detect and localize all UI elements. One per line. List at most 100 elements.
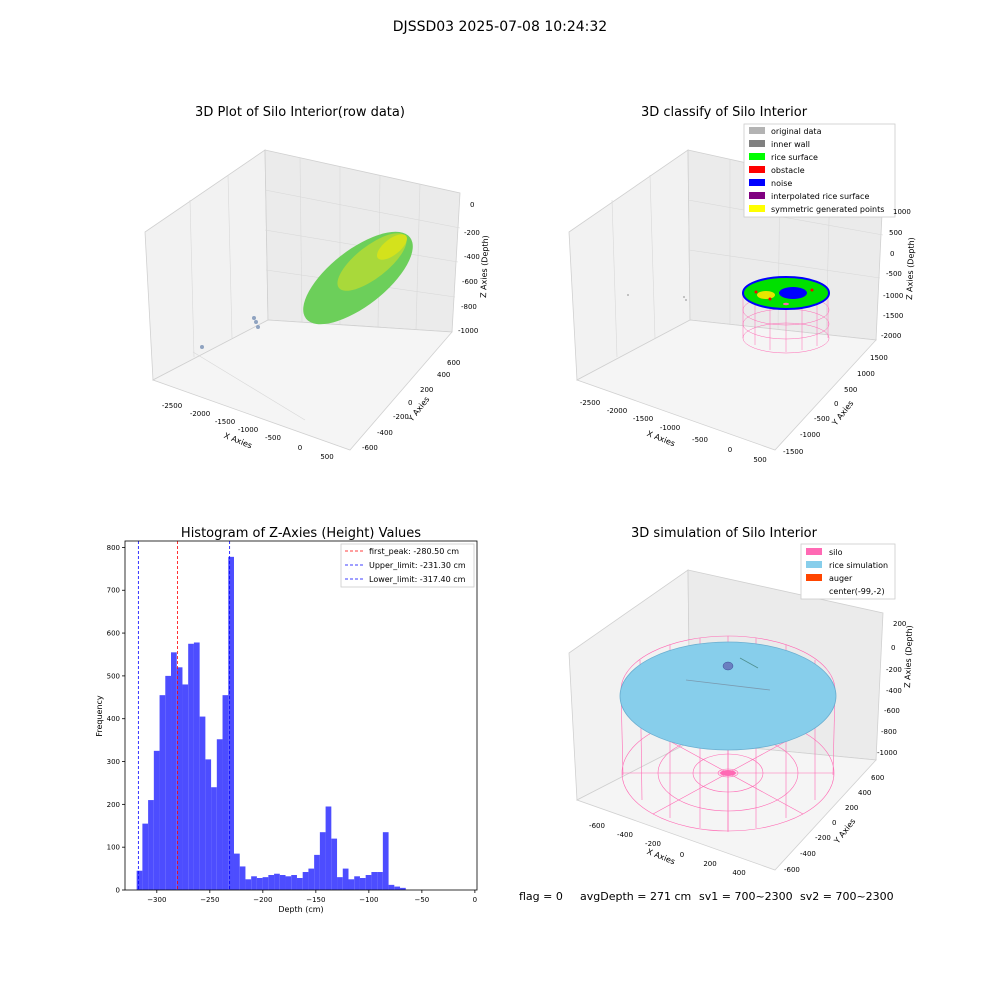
- histogram-y-tick-label: 500: [107, 672, 120, 680]
- status-line: flag = 0 avgDepth = 271 cm sv1 = 700~230…: [519, 890, 894, 903]
- sim-x-tick: 400: [732, 869, 745, 877]
- legend-first-peak: first_peak: -280.50 cm: [369, 547, 459, 556]
- classify-z-tick: -1000: [883, 292, 903, 300]
- classify-z-tick: 0: [890, 250, 894, 258]
- simulation-rice-surface: [619, 641, 837, 776]
- histogram-title: Histogram of Z-Axies (Height) Values: [181, 526, 421, 541]
- histogram-bar: [314, 854, 320, 890]
- classify-surface-points: [627, 276, 830, 310]
- histogram-bar: [388, 884, 395, 890]
- histogram-bar: [325, 806, 332, 890]
- histogram-bar: [233, 853, 240, 890]
- histogram-x-label: Depth (cm): [278, 905, 323, 914]
- histogram-bar: [342, 868, 349, 890]
- classify-x-tick: -2000: [607, 407, 627, 415]
- legend-lower-limit: Lower_limit: -317.40 cm: [369, 575, 466, 584]
- legend-original-data: original data: [771, 127, 822, 136]
- legend-noise: noise: [771, 179, 792, 188]
- legend-inner-wall: inner wall: [771, 140, 810, 149]
- classify-z-tick: 500: [889, 229, 902, 237]
- sim-z-tick: 0: [891, 644, 895, 652]
- classify-y-tick: 1000: [857, 370, 875, 378]
- classify-x-tick: -2500: [580, 399, 600, 407]
- histogram-bar: [136, 870, 143, 890]
- panel-histogram: Histogram of Z-Axies (Height) Values −30…: [95, 526, 478, 914]
- classify-x-tick: 0: [728, 446, 732, 454]
- raw-y-tick: -400: [377, 429, 393, 437]
- histogram-y-tick-label: 800: [107, 544, 120, 552]
- histogram-bar: [239, 866, 246, 890]
- histogram-bar: [382, 832, 389, 890]
- sim-z-label: Z Axies (Depth): [903, 625, 914, 688]
- histogram-legend: first_peak: -280.50 cm Upper_limit: -231…: [340, 543, 475, 588]
- classify-y-tick: -1000: [800, 431, 820, 439]
- sim-x-label: X Axies: [646, 847, 677, 866]
- simulation-legend: silo rice simulation auger center(-99,-2…: [800, 543, 896, 600]
- sim-y-tick: -200: [815, 834, 831, 842]
- sim-z-tick: -400: [886, 687, 902, 695]
- histogram-bar: [354, 876, 360, 890]
- legend-obstacle: obstacle: [771, 166, 805, 175]
- classify-y-tick: -1500: [783, 448, 803, 456]
- histogram-bar: [211, 787, 217, 890]
- histogram-bar: [279, 875, 286, 890]
- histogram-y-tick-label: 300: [107, 758, 120, 766]
- histogram-bar: [176, 667, 183, 890]
- histogram-bar: [251, 876, 257, 890]
- legend-rice-surface: rice surface: [771, 153, 818, 162]
- histogram-bar: [245, 879, 252, 890]
- histogram-y-tick-label: 100: [107, 844, 120, 852]
- raw-z-axis: 0 -200 -400 -600 -800 -1000 Z Axies (Dep…: [458, 201, 490, 335]
- raw-y-tick: 600: [447, 359, 460, 367]
- sim-y-tick: -400: [800, 850, 816, 858]
- panel-simulation: 3D simulation of Silo Interior: [568, 526, 914, 877]
- histogram-bar: [359, 878, 366, 890]
- histogram-bar: [274, 873, 280, 890]
- sim-y-tick: 0: [832, 819, 836, 827]
- sim-z-tick: -600: [884, 707, 900, 715]
- raw-y-tick: -600: [362, 444, 378, 452]
- sim-z-tick: -200: [886, 666, 902, 674]
- raw-z-label: Z Axies (Depth): [479, 235, 490, 298]
- raw-x-tick: -2000: [190, 410, 210, 418]
- histogram-x-tick-label: −200: [253, 896, 272, 904]
- histogram-axes-frame: [124, 540, 478, 891]
- raw-y-tick: -200: [393, 413, 409, 421]
- classify-y-tick: 1500: [870, 354, 888, 362]
- histogram-bar: [193, 642, 200, 890]
- histogram-bar: [188, 643, 194, 890]
- sim-x-tick: -400: [617, 831, 633, 839]
- histogram-y-label: Frequency: [95, 695, 104, 737]
- sim-z-tick: -1000: [877, 749, 897, 757]
- status-avg-depth: avgDepth = 271 cm: [580, 890, 691, 903]
- histogram-bar: [285, 876, 292, 890]
- sim-x-tick: 0: [680, 851, 684, 859]
- histogram-y-axis: 0 100 200 300 400 500 600 700 800: [107, 544, 125, 895]
- panel-classify-title: 3D classify of Silo Interior: [641, 105, 808, 120]
- raw-z-tick: -400: [464, 253, 480, 261]
- legend-center: center(-99,-2): [829, 587, 885, 596]
- histogram-x-tick-label: −50: [414, 896, 429, 904]
- histogram-bar: [331, 838, 338, 890]
- classify-x-tick: -1500: [633, 415, 653, 423]
- raw-x-tick: -500: [265, 434, 281, 442]
- figure-suptitle: DJSSD03 2025-07-08 10:24:32: [393, 19, 607, 35]
- classify-z-label: Z Axies (Depth): [905, 237, 916, 300]
- panel-simulation-title: 3D simulation of Silo Interior: [631, 526, 818, 541]
- raw-x-tick: -1000: [238, 426, 258, 434]
- raw-z-tick: -600: [462, 278, 478, 286]
- legend-rice-simulation: rice simulation: [829, 561, 888, 570]
- histogram-bar: [308, 868, 315, 890]
- histogram-bar: [159, 695, 166, 890]
- raw-x-tick: 500: [320, 453, 333, 461]
- sim-y-tick: 600: [871, 774, 884, 782]
- histogram-threshold-lines: [137, 541, 231, 890]
- histogram-bar: [256, 878, 263, 890]
- status-sv1: sv1 = 700~2300: [699, 890, 793, 903]
- classify-x-tick: -1000: [660, 424, 680, 432]
- sim-x-tick: -200: [645, 840, 661, 848]
- histogram-bar: [302, 872, 309, 890]
- sim-y-tick: 200: [845, 804, 858, 812]
- raw-axes-panes: [144, 149, 461, 451]
